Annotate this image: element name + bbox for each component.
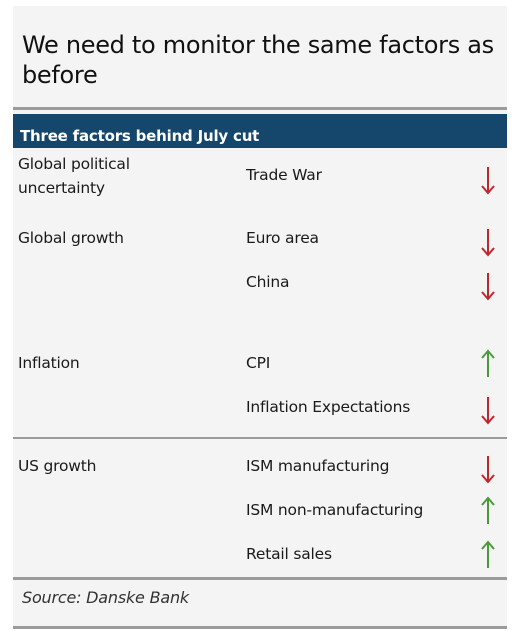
arrow-up-icon	[479, 347, 497, 381]
indicator-trade-war: Trade War	[246, 166, 322, 184]
source-note: Source: Danske Bank	[22, 588, 189, 607]
page-title: We need to monitor the same factors as b…	[22, 31, 494, 89]
factor-label-global-political-uncertainty: Global political uncertainty	[18, 155, 130, 197]
indicator-cpi: CPI	[246, 354, 271, 372]
indicator-ism-manufacturing: ISM manufacturing	[246, 457, 390, 475]
arrow-up-icon	[479, 494, 497, 528]
footer-divider	[13, 577, 507, 580]
arrow-down-icon	[479, 225, 497, 259]
arrow-down-icon	[479, 452, 497, 486]
table-header: Three factors behind July cut	[20, 127, 260, 145]
arrow-down-icon	[479, 163, 497, 197]
factor-label-us-growth: US growth	[18, 457, 97, 475]
table-header-bar	[13, 114, 507, 148]
factor-label-global-growth: Global growth	[18, 229, 124, 247]
bottom-divider	[13, 626, 507, 629]
indicator-euro-area: Euro area	[246, 229, 319, 247]
arrow-down-icon	[479, 269, 497, 303]
arrow-up-icon	[479, 538, 497, 572]
slide-panel	[13, 6, 507, 627]
indicator-inflation-expectations: Inflation Expectations	[246, 398, 411, 416]
indicator-ism-non-manufacturing: ISM non-manufacturing	[246, 501, 424, 519]
title-divider	[13, 107, 507, 110]
arrow-down-icon	[479, 393, 497, 427]
section-divider	[13, 437, 507, 439]
factor-label-inflation: Inflation	[18, 354, 80, 372]
indicator-china: China	[246, 273, 290, 291]
indicator-retail-sales: Retail sales	[246, 545, 332, 563]
